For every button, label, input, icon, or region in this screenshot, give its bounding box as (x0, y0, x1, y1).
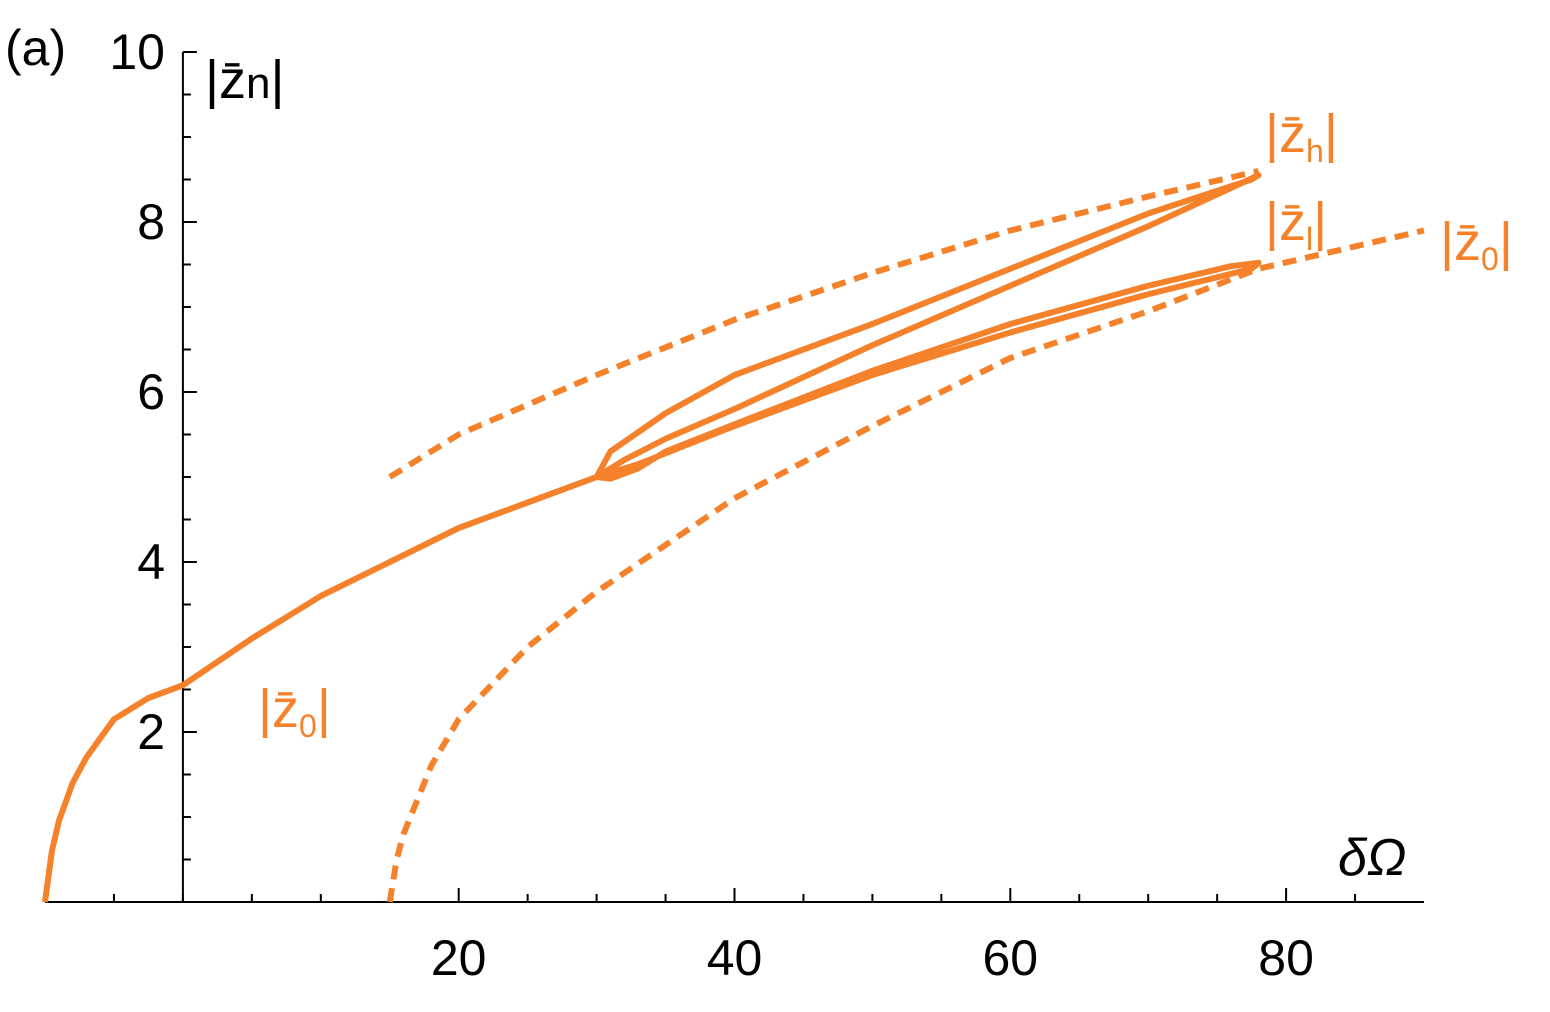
annotation: |z̄0| (258, 679, 331, 744)
annotation-part: | (1324, 104, 1338, 164)
series-line (595, 259, 1262, 482)
y-tick-label: 2 (137, 704, 165, 760)
annotation: |z̄l| (1265, 192, 1327, 257)
annotation-sub: h (1306, 133, 1324, 169)
annotation: |z̄0| (1440, 212, 1513, 277)
y-tick-label: 10 (109, 24, 165, 80)
annotation-part: | (1313, 192, 1327, 252)
x-tick-label: 60 (982, 930, 1038, 986)
annotation-part: |z̄ (1265, 104, 1306, 164)
annotation-part: | (1499, 212, 1513, 272)
panel-label: (a) (5, 20, 66, 76)
annotation-sub: 0 (299, 708, 317, 744)
y-label-sub: n (246, 59, 270, 108)
y-label-part: | (271, 50, 285, 110)
annotation-sub: l (1306, 221, 1313, 257)
series-line (42, 474, 598, 903)
annotation-sub: 0 (1481, 241, 1499, 277)
y-label-part: |z̄ (205, 50, 246, 110)
y-tick-label: 8 (137, 194, 165, 250)
annotation-part: |z̄ (258, 679, 299, 739)
annotation-part: | (317, 679, 331, 739)
x-axis-label: δΩ (1338, 829, 1406, 887)
x-tick-label: 80 (1258, 930, 1314, 986)
series-line (593, 172, 1262, 480)
y-axis-label: |z̄n| (205, 50, 285, 110)
series-line (388, 168, 1260, 480)
series-line (386, 227, 1425, 903)
x-tick-label: 40 (707, 930, 763, 986)
y-tick-label: 4 (137, 534, 165, 590)
annotation: |z̄h| (1265, 104, 1338, 169)
y-tick-label: 6 (137, 364, 165, 420)
annotation-part: |z̄ (1440, 212, 1481, 272)
annotation-part: |z̄ (1265, 192, 1306, 252)
x-tick-label: 20 (431, 930, 487, 986)
